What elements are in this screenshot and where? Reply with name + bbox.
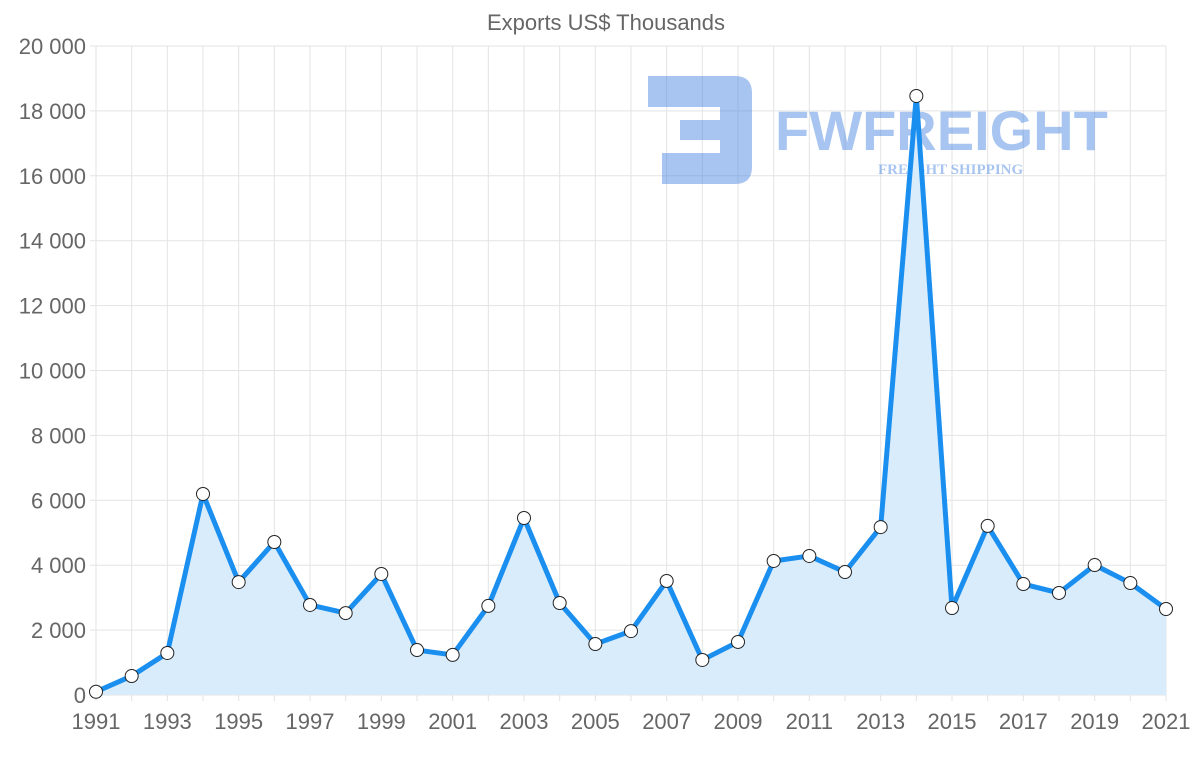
- y-tick-label: 10 000: [19, 359, 86, 384]
- data-point[interactable]: [1052, 585, 1066, 600]
- y-axis-ticks: 0 2 000 4 000 6 000 8 000 10 000 12 000 14 000 1…: [19, 34, 86, 708]
- data-point[interactable]: [838, 565, 852, 580]
- data-point[interactable]: [445, 647, 460, 662]
- data-point[interactable]: [695, 652, 710, 667]
- x-tick-label: 1997: [286, 709, 335, 734]
- x-tick-label: 1993: [143, 709, 192, 734]
- x-tick-label: 2007: [642, 709, 691, 734]
- data-point[interactable]: [1123, 576, 1138, 591]
- data-point[interactable]: [517, 510, 531, 525]
- data-points: [89, 88, 1173, 699]
- area-fill: [96, 95, 1166, 695]
- data-point[interactable]: [196, 486, 210, 501]
- y-tick-label: 8 000: [31, 423, 86, 448]
- data-point[interactable]: [160, 645, 175, 660]
- data-point[interactable]: [588, 637, 603, 652]
- data-point[interactable]: [945, 601, 959, 616]
- data-point[interactable]: [410, 643, 424, 658]
- data-point[interactable]: [802, 548, 817, 563]
- x-tick-label: 1995: [214, 709, 263, 734]
- data-point[interactable]: [124, 669, 139, 684]
- data-point[interactable]: [909, 88, 924, 103]
- y-tick-label: 14 000: [19, 229, 86, 254]
- data-point[interactable]: [980, 518, 995, 533]
- svg-text:FREIGHT SHIPPING: FREIGHT SHIPPING: [878, 162, 1023, 178]
- x-tick-label: 1991: [72, 709, 121, 734]
- x-tick-label: 2011: [786, 709, 833, 734]
- chart-title: Exports US$ Thousands: [487, 10, 725, 35]
- x-tick-label: 1999: [357, 709, 406, 734]
- watermark-logo: FWFREIGHT FREIGHT SHIPPING: [648, 76, 1108, 184]
- x-tick-label: 2009: [714, 709, 763, 734]
- x-tick-label: 2017: [999, 709, 1048, 734]
- data-point[interactable]: [303, 597, 317, 612]
- data-point[interactable]: [624, 624, 638, 639]
- data-point[interactable]: [374, 566, 389, 581]
- data-point[interactable]: [338, 606, 353, 621]
- data-point[interactable]: [1159, 602, 1173, 617]
- y-tick-label: 16 000: [19, 164, 86, 189]
- data-point[interactable]: [552, 596, 567, 611]
- data-point[interactable]: [731, 634, 745, 649]
- x-tick-label: 2013: [856, 709, 905, 734]
- x-tick-label: 2003: [500, 709, 549, 734]
- y-tick-label: 0: [74, 683, 86, 708]
- x-tick-label: 2001: [428, 709, 477, 734]
- data-point[interactable]: [481, 598, 496, 613]
- x-tick-label: 2021: [1142, 709, 1191, 734]
- data-point[interactable]: [659, 573, 674, 588]
- y-tick-label: 12 000: [19, 294, 86, 319]
- x-tick-label: 2015: [928, 709, 977, 734]
- data-point[interactable]: [766, 553, 781, 568]
- data-point[interactable]: [231, 575, 246, 590]
- x-axis-ticks: 1991 1993 1995 1997 1999 2001 2003 2005 2007 2009…: [72, 709, 1191, 734]
- data-point[interactable]: [873, 520, 888, 535]
- y-tick-label: 2 000: [31, 618, 86, 643]
- data-point[interactable]: [1016, 577, 1031, 592]
- data-point[interactable]: [267, 534, 282, 549]
- x-tick-label: 2005: [571, 709, 620, 734]
- y-tick-label: 6 000: [31, 488, 86, 513]
- data-point[interactable]: [1087, 558, 1102, 573]
- svg-text:FWFREIGHT: FWFREIGHT: [775, 99, 1108, 162]
- data-point[interactable]: [89, 684, 103, 699]
- y-tick-label: 4 000: [31, 553, 86, 578]
- y-tick-label: 20 000: [19, 34, 86, 59]
- y-tick-label: 18 000: [19, 99, 86, 124]
- x-tick-label: 2019: [1070, 709, 1119, 734]
